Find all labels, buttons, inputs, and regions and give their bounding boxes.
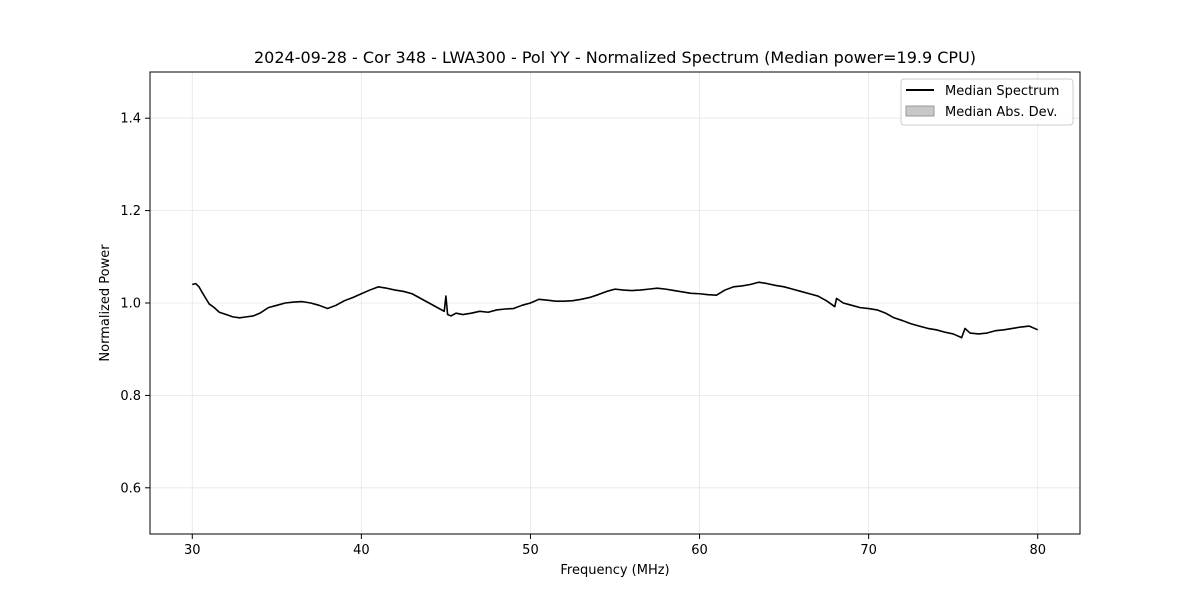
legend-label-median-spectrum: Median Spectrum — [945, 84, 1059, 99]
median-spectrum-line — [192, 281, 1039, 339]
legend: Median Spectrum Median Abs. Dev. — [900, 78, 1074, 126]
x-tick-label: 30 — [184, 543, 201, 558]
y-axis-label: Normalized Power — [98, 244, 113, 362]
x-tick-label: 40 — [353, 543, 370, 558]
x-tick-label: 70 — [860, 543, 877, 558]
y-tick-label: 1.4 — [120, 112, 141, 127]
legend-patch-swatch — [905, 105, 935, 117]
legend-label-median-abs-dev: Median Abs. Dev. — [945, 105, 1057, 120]
chart-title: 2024-09-28 - Cor 348 - LWA300 - Pol YY -… — [254, 48, 976, 67]
x-tick-label: 80 — [1029, 543, 1046, 558]
legend-box — [900, 78, 1074, 126]
y-tick-label: 0.6 — [120, 481, 141, 496]
y-axis: 0.6 0.8 1.0 1.2 1.4 — [120, 112, 150, 496]
x-axis: 30 40 50 60 70 80 — [184, 534, 1046, 558]
x-tick-label: 60 — [691, 543, 708, 558]
y-tick-label: 0.8 — [120, 389, 141, 404]
x-axis-label: Frequency (MHz) — [560, 563, 669, 578]
y-tick-label: 1.2 — [120, 204, 141, 219]
y-tick-label: 1.0 — [120, 297, 141, 312]
x-tick-label: 50 — [522, 543, 539, 558]
